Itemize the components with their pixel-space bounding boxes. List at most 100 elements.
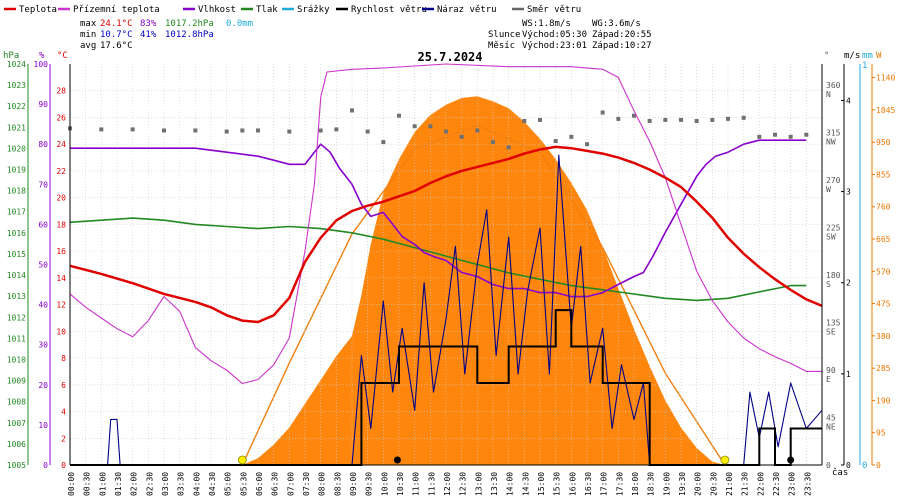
pressure-tick-label: 1014 [7, 271, 26, 280]
wind-direction-point [475, 128, 480, 133]
info-wg: WG:3.6m/s [592, 19, 641, 29]
wind-direction-point [522, 118, 527, 123]
pressure-tick-label: 1008 [7, 398, 26, 407]
humidity-line [70, 139, 807, 298]
pressure-tick-label: 1009 [7, 377, 26, 386]
info-moonrise: Východ:23:01 [522, 41, 587, 51]
humidity-tick-label: 20 [38, 381, 48, 390]
stat-max-press: 1017.2hPa [165, 19, 214, 29]
direction-tick-label: 315 [826, 129, 841, 138]
x-tick-label: 20:00 [694, 472, 703, 496]
x-tick-label: 06:00 [255, 472, 264, 496]
x-tick-label: 00:30 [83, 472, 92, 496]
temperature-tick-label: 12 [56, 301, 66, 310]
info-sunrise: Východ:05:30 [522, 30, 587, 40]
pressure-tick-label: 1022 [7, 102, 26, 111]
stat-max-hum: 83% [140, 19, 157, 29]
legend-entry: Vlhkost [198, 5, 236, 15]
wind-tick-label: 3 [846, 188, 851, 197]
pressure-tick-label: 1023 [7, 81, 26, 90]
x-tick-label: 09:30 [365, 472, 374, 496]
wind-tick-label: 4 [846, 96, 851, 105]
wind-direction-point [428, 124, 433, 129]
x-tick-label: 21:00 [725, 472, 734, 496]
direction-compass-label: SW [826, 233, 836, 242]
x-tick-label: 07:30 [302, 472, 311, 496]
wind-direction-point [726, 116, 730, 121]
x-tick-label: 21:30 [741, 472, 750, 496]
pressure-tick-label: 1024 [7, 60, 26, 69]
wind-direction-point [647, 118, 652, 123]
solar-tick-label: 1140 [876, 74, 895, 83]
direction-compass-label: NW [826, 138, 836, 147]
temperature-tick-label: 8 [61, 354, 66, 363]
wind-direction-point [130, 127, 135, 132]
legend-entry: Tlak [256, 5, 278, 15]
sun-marker [237, 455, 247, 465]
legend: Teplota Přízemní teplota Vlhkost Tlak Srážky… [4, 5, 581, 15]
wind-direction-point [459, 134, 464, 139]
pressure-tick-label: 1012 [7, 313, 26, 322]
wind-direction-point [412, 124, 417, 129]
pressure-tick-label: 1018 [7, 187, 26, 196]
wind-direction-point [600, 110, 605, 115]
wind-direction-point [616, 116, 621, 121]
x-tick-label: 19:00 [662, 472, 671, 496]
wind-direction-point [318, 128, 323, 133]
x-tick-label: 18:00 [631, 472, 640, 496]
direction-tick-label: 0 [826, 461, 831, 470]
x-tick-label: 14:30 [521, 472, 530, 496]
pressure-tick-label: 1015 [7, 250, 26, 259]
direction-compass-label: S [826, 280, 831, 289]
temperature-tick-label: 2 [61, 434, 66, 443]
wind-direction-point [741, 115, 746, 120]
stat-max-temp: 24.1°C [100, 19, 133, 29]
wind-direction-point [569, 134, 574, 139]
solar-tick-label: 950 [876, 138, 891, 147]
wind-direction-point [710, 117, 715, 122]
humidity-tick-label: 40 [38, 301, 48, 310]
solar-unit: W [876, 51, 882, 61]
stat-max-label: max [80, 19, 97, 29]
temperature-tick-label: 10 [56, 327, 66, 336]
x-tick-label: 01:30 [114, 472, 123, 496]
rain-axis-value: 1 [862, 61, 867, 71]
wind-direction-point [287, 129, 292, 134]
x-tick-label: 09:00 [349, 472, 358, 496]
pressure-tick-label: 1010 [7, 355, 26, 364]
direction-tick-label: 180 [826, 271, 841, 280]
pressure-tick-label: 1019 [7, 166, 26, 175]
pressure-tick-label: 1006 [7, 440, 26, 449]
info-ws: WS:1.8m/s [522, 19, 571, 29]
stat-min-label: min [80, 30, 96, 40]
direction-tick-label: 270 [826, 176, 841, 185]
solar-clear-sky-curve [241, 124, 726, 466]
temperature-tick-label: 20 [56, 194, 66, 203]
humidity-tick-label: 50 [38, 261, 48, 270]
info-moonset: Západ:10:27 [592, 41, 652, 51]
wind-direction-point [193, 128, 198, 133]
humidity-tick-label: 60 [38, 220, 48, 229]
solar-tick-label: 855 [876, 170, 891, 179]
x-tick-label: 12:30 [459, 472, 468, 496]
direction-compass-label: W [826, 185, 831, 194]
wind-direction-point [679, 117, 683, 122]
legend-entry: Srážky [297, 5, 330, 15]
temperature-tick-label: 14 [56, 274, 66, 283]
solar-tick-label: 285 [876, 364, 891, 373]
x-tick-label: 08:30 [333, 472, 342, 496]
wind-direction-point [663, 117, 668, 122]
humidity-unit: % [39, 51, 45, 61]
temperature-tick-label: 22 [56, 167, 66, 176]
wind-direction-point [538, 117, 542, 122]
wind-direction-point [350, 108, 354, 113]
wind-direction-point [506, 145, 511, 150]
legend-entry: Náraz větru [437, 5, 497, 15]
direction-unit: ° [824, 51, 829, 61]
x-tick-label: 12:00 [443, 472, 452, 496]
x-tick-label: 18:30 [647, 472, 656, 496]
wind-direction-point [773, 132, 777, 137]
wind-direction-point [632, 113, 636, 118]
humidity-tick-label: 90 [38, 100, 48, 109]
x-tick-label: 13:00 [474, 472, 483, 496]
